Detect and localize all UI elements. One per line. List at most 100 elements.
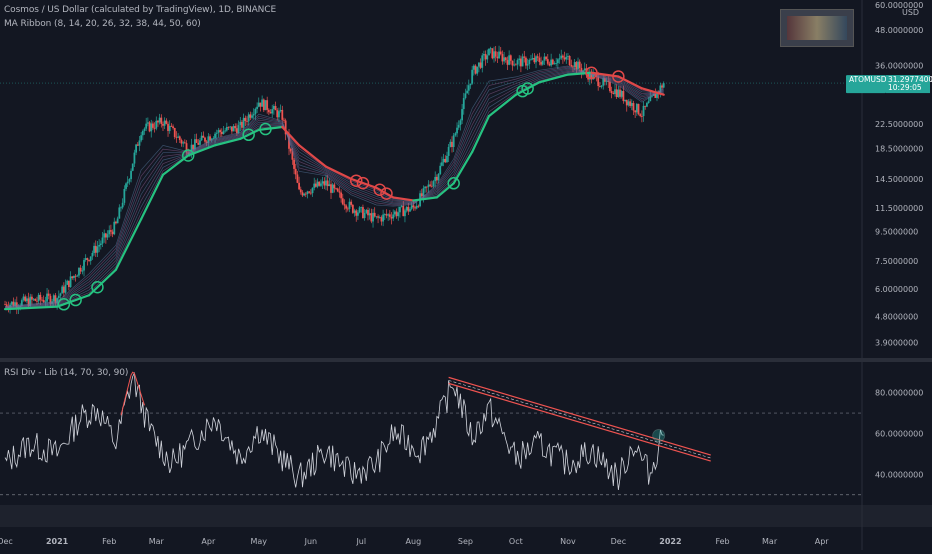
candle-body [78,267,80,276]
price-tick-label: 9.5000000 [875,228,918,237]
candle-body [483,54,485,56]
candle-body [661,85,663,88]
candle-body [531,58,534,60]
candle-body [484,54,487,60]
rsi-trendline-upper[interactable] [448,376,711,456]
ma60-line-segment [392,196,415,202]
candle-body [563,57,566,60]
candle-body [64,284,67,293]
candle-body [464,93,467,99]
time-tick-label: Feb [715,537,729,546]
candle-body [635,103,638,113]
candle-body [152,123,154,128]
candle-body [395,211,398,217]
candle-body [120,207,122,209]
candle-body [620,90,623,97]
bull-cross-marker[interactable] [57,298,71,311]
candle-body [303,193,306,196]
rsi-trendline-lower[interactable] [448,382,711,462]
price-tick-label: 48.0000000 [875,26,923,35]
time-tick-label: Apr [201,537,216,546]
candle-body [81,270,84,272]
candle-body [573,62,576,68]
candle-body [399,206,401,213]
current-price-tag[interactable] [846,75,886,94]
pane-separator[interactable] [0,358,932,362]
candle-body [167,123,169,131]
candle-body [323,181,326,186]
candle-body [533,58,536,63]
candle-body [269,112,272,114]
candle-body [328,184,331,187]
ma60-line-segment [3,305,59,311]
bull-cross-marker[interactable] [91,280,104,294]
bear-cross-marker[interactable] [380,187,393,200]
candle-body [192,144,195,150]
rsi-tick-label: 80.0000000 [875,389,923,398]
candle-body [422,188,425,197]
candle-body [207,136,210,143]
candle-body [31,296,33,300]
candle-body [662,83,665,88]
candle-body [168,125,171,131]
candle-body [472,65,475,70]
candle-body [126,181,129,184]
candle-body [565,56,568,60]
bull-cross-marker[interactable] [521,82,534,95]
candle-body [175,137,178,138]
candle-body [597,76,600,87]
bull-cross-marker[interactable] [69,293,82,307]
candle-body [320,183,322,186]
rsi-tick-label: 40.0000000 [875,470,923,479]
candle-body [362,207,364,219]
time-tick-label: Oct [509,537,523,546]
bull-cross-marker[interactable] [447,177,460,190]
candle-body [580,67,583,73]
candle-body [86,258,89,260]
candle-body [10,301,13,305]
bear-cross-marker[interactable] [356,176,370,190]
candle-body [197,142,200,145]
candle-body [548,63,551,66]
horizontal-scrollbar[interactable] [0,505,932,527]
candle-body [540,62,542,65]
candle-body [639,114,642,117]
bull-cross-marker[interactable] [259,122,272,136]
candle-body [71,276,74,278]
bull-cross-marker[interactable] [242,128,255,142]
rsi-breakout-marker[interactable] [652,429,666,442]
current-price-box[interactable] [886,75,930,94]
candle-body [244,117,247,121]
candle-body [528,59,531,65]
candle-body [432,181,435,187]
bear-cross-marker[interactable] [349,174,363,187]
bull-cross-marker[interactable] [181,149,195,162]
candle-body [106,234,109,238]
bear-cross-marker[interactable] [585,66,598,80]
candle-body [568,55,571,66]
candle-body [509,55,512,61]
candle-body [22,296,25,301]
candle-body [424,186,427,189]
candle-body [489,48,492,50]
candle-body [52,295,55,302]
candle-body [34,298,37,301]
candle-body [567,55,569,57]
candle-body [437,173,440,181]
bear-cross-marker[interactable] [612,70,625,83]
bear-cross-marker[interactable] [373,183,387,196]
candle-body [224,130,227,132]
ma-ribbon-legend[interactable]: MA Ribbon (8, 14, 20, 26, 32, 38, 44, 50… [4,19,201,29]
candle-body [256,106,258,109]
candle-body [113,221,116,235]
rsi-legend[interactable]: RSI Div - Lib (14, 70, 30, 90) [4,368,129,378]
candle-body [493,51,495,59]
candle-body [521,56,524,67]
candle-body [252,114,255,116]
ma60-line-segment [324,165,353,181]
price-tick-label: 11.5000000 [875,204,923,213]
candle-body [266,100,269,110]
candle-body [388,214,391,217]
